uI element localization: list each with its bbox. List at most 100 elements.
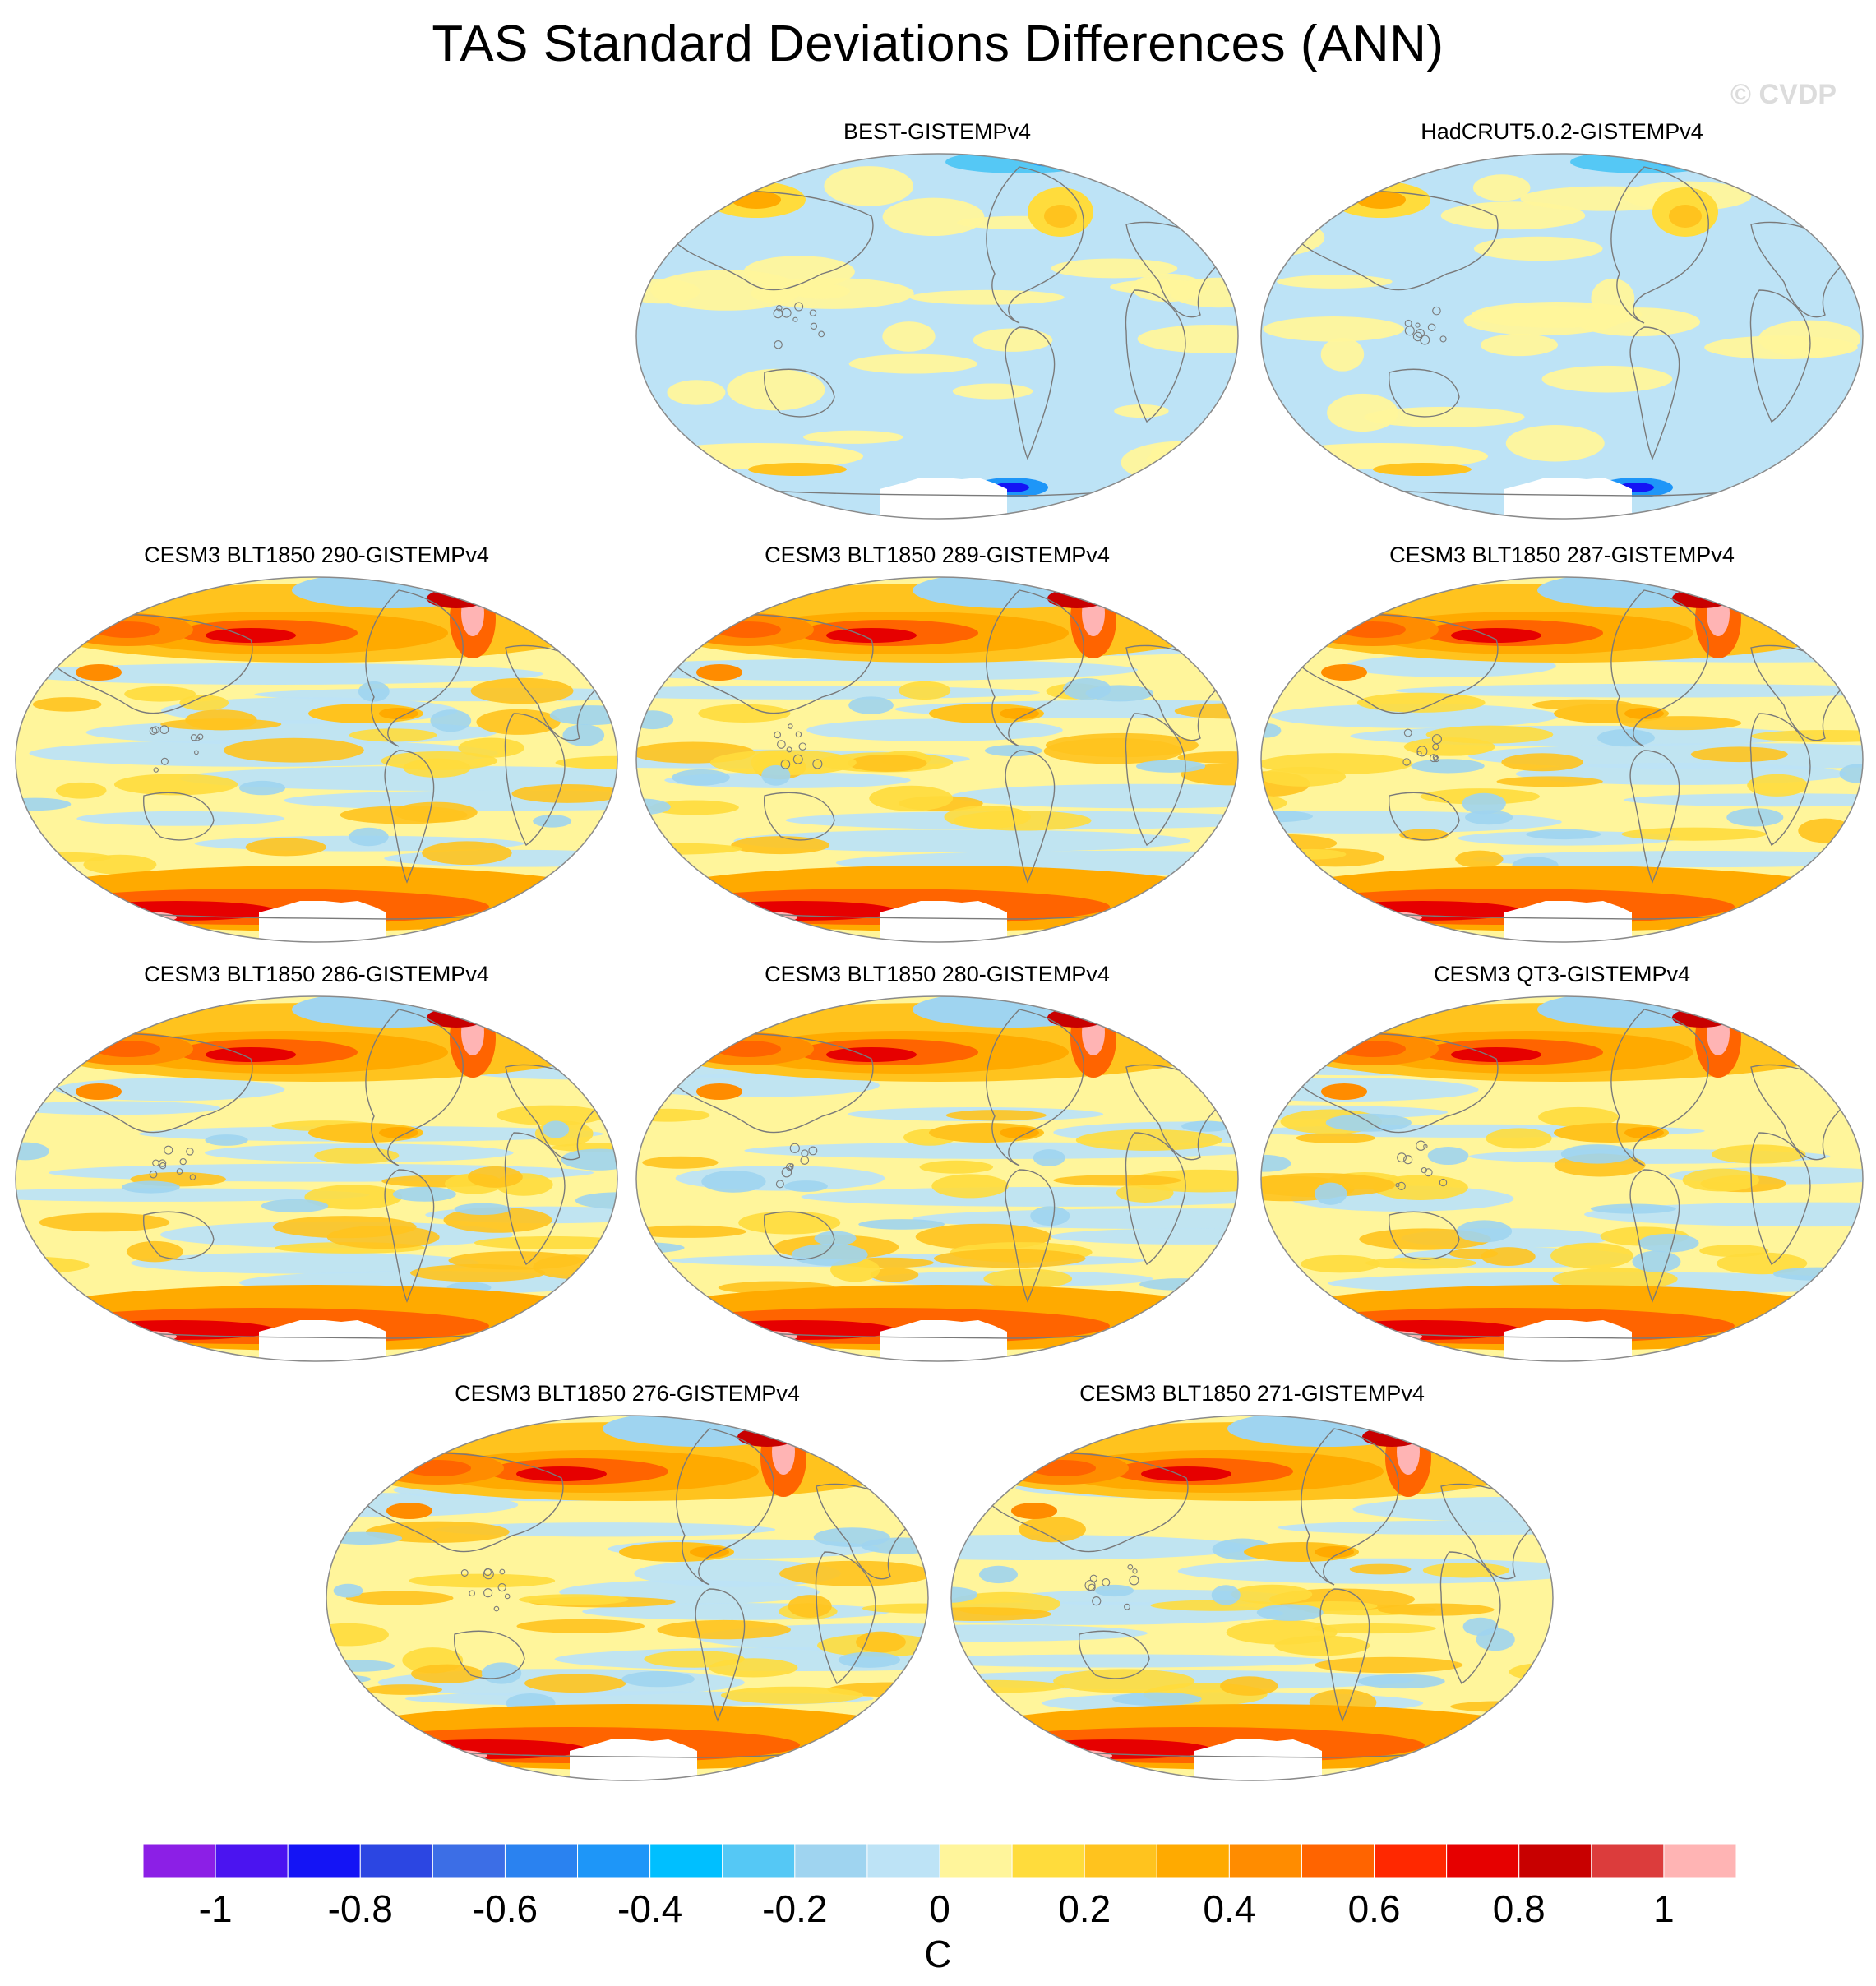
island-outline <box>1127 1563 1134 1570</box>
anomaly-blob <box>1051 258 1178 279</box>
anomaly-blob <box>1325 1113 1412 1132</box>
anomaly-blob <box>731 836 830 855</box>
anomaly-blob <box>16 1101 221 1115</box>
anomaly-blob <box>806 718 1063 741</box>
colorbar-box <box>1518 1843 1592 1879</box>
anomaly-blob <box>772 1429 795 1475</box>
watermark: © CVDP <box>1730 79 1837 110</box>
island-outline <box>149 1170 158 1179</box>
continent-outline <box>365 1009 464 1166</box>
island-outline <box>1439 335 1447 343</box>
anomaly-blob <box>1472 302 1643 328</box>
island-outline <box>792 316 798 322</box>
anomaly-blob <box>1082 590 1105 636</box>
robinson-map <box>1260 153 1864 520</box>
anomaly-blob <box>1397 1429 1420 1475</box>
anomaly-blob <box>543 1120 570 1138</box>
anomaly-blob <box>826 1047 917 1062</box>
anomaly-blob <box>1121 441 1238 484</box>
anomaly-blob <box>1150 1600 1283 1611</box>
continent-outline <box>1125 289 1186 423</box>
anomaly-blob <box>1356 191 1406 209</box>
anomaly-blob <box>261 1199 329 1213</box>
anomaly-blob <box>1621 827 1767 841</box>
anomaly-blob <box>76 811 285 826</box>
continent-outline <box>1388 368 1460 418</box>
anomaly-blob <box>422 841 512 866</box>
anomaly-blob <box>1365 1257 1477 1269</box>
island-outline <box>810 322 818 330</box>
anomaly-blob <box>1591 1203 1676 1214</box>
anomaly-blob <box>379 1127 418 1138</box>
anomaly-blob <box>126 1240 183 1263</box>
island-outline <box>777 740 786 749</box>
map-panel-blt1850-290: CESM3 BLT1850 290-GISTEMPv4 <box>12 543 621 945</box>
anomaly-blob <box>1028 154 1077 167</box>
panel-title: CESM3 BLT1850 280-GISTEMPv4 <box>765 962 1110 986</box>
island-outline <box>794 302 804 312</box>
anomaly-blob <box>803 430 903 444</box>
island-outline <box>1092 1596 1102 1606</box>
anomaly-blob <box>709 750 857 776</box>
colorbar-box <box>939 1843 1013 1879</box>
anomaly-blob <box>1550 1242 1633 1269</box>
anomaly-blob <box>131 1252 479 1274</box>
island-outline <box>1431 734 1442 745</box>
anomaly-blob <box>1462 792 1506 815</box>
anomaly-blob <box>476 709 561 735</box>
anomaly-blob <box>1541 365 1673 393</box>
anomaly-blob <box>1199 190 1238 219</box>
anomaly-blob <box>1075 1129 1222 1151</box>
anomaly-blob <box>1377 1603 1495 1616</box>
map-panel-blt1850-289: CESM3 BLT1850 289-GISTEMPv4 <box>633 543 1241 945</box>
island-outline <box>809 309 817 316</box>
anomaly-blob <box>206 628 296 643</box>
anomaly-blob <box>1456 1220 1513 1243</box>
island-outline <box>460 1569 469 1577</box>
missing-data-region <box>259 1320 386 1361</box>
island-outline <box>1132 1568 1138 1574</box>
anomaly-blob <box>1050 1228 1238 1245</box>
anomaly-blob <box>951 1654 1332 1668</box>
anomaly-blob <box>984 745 1042 757</box>
colorbar-box <box>577 1843 651 1879</box>
anomaly-blob <box>792 284 850 299</box>
anomaly-blob <box>24 852 112 863</box>
anomaly-blob <box>1465 810 1513 825</box>
anomaly-blob <box>1750 729 1863 742</box>
anomaly-blob <box>709 1658 798 1678</box>
anomaly-blob <box>1321 1083 1367 1100</box>
anomaly-blob <box>1263 316 1405 342</box>
anomaly-blob <box>667 380 726 405</box>
continent-outline <box>815 1551 876 1685</box>
missing-data-region <box>880 1320 1007 1361</box>
anomaly-blob <box>1772 1267 1862 1281</box>
anomaly-blob <box>1315 1546 1354 1558</box>
anomaly-blob <box>1462 1617 1499 1636</box>
anomaly-blob <box>1699 1245 1769 1258</box>
colorbar-tick-label: 0.6 <box>1348 1887 1401 1930</box>
panel-title: HadCRUT5.0.2-GISTEMPv4 <box>1421 119 1703 144</box>
anomaly-blob <box>349 827 389 847</box>
island-outline <box>179 1157 187 1166</box>
missing-data-region <box>570 1739 697 1780</box>
anomaly-blob <box>650 270 802 311</box>
island-outline <box>1397 1181 1406 1190</box>
island-outline <box>483 1568 492 1577</box>
robinson-map <box>635 995 1239 1362</box>
anomaly-blob <box>978 1565 1019 1584</box>
anomaly-blob <box>1139 1278 1221 1291</box>
anomaly-blob <box>944 805 1031 829</box>
map-border <box>950 1415 1554 1781</box>
anomaly-blob <box>1624 708 1664 719</box>
anomaly-blob <box>1321 664 1367 681</box>
anomaly-blob <box>784 1180 828 1193</box>
colorbar-tick-label: -1 <box>199 1887 233 1930</box>
anomaly-blob <box>1231 1584 1313 1605</box>
anomaly-blob <box>1211 1585 1241 1605</box>
anomaly-blob <box>1213 836 1238 854</box>
continent-outline <box>1610 166 1709 324</box>
anomaly-blob <box>973 328 1053 352</box>
anomaly-blob <box>524 1674 626 1693</box>
colorbar-tick-label: 0.4 <box>1203 1887 1255 1930</box>
